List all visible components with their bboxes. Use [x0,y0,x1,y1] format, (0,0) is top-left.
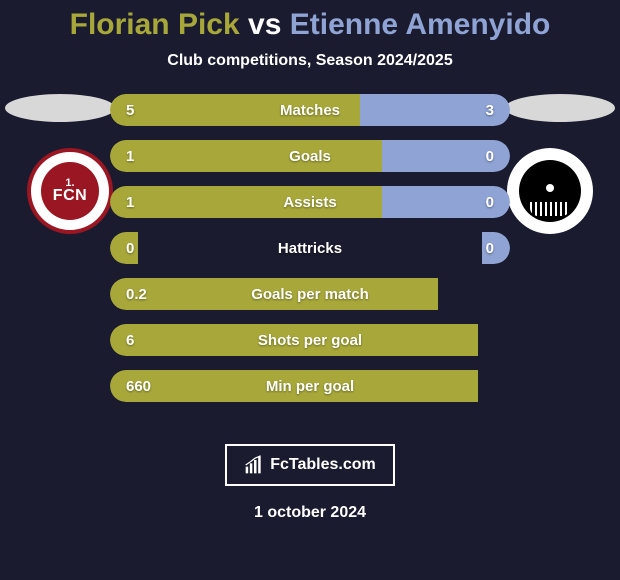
stat-row: 660Min per goal [110,370,510,402]
eagle-logo-icon [519,160,581,222]
brand-badge: FcTables.com [225,444,395,486]
comparison-panel: 1. FCN 5Matches31Goals01Assists00Hattric… [0,94,620,424]
fcn-logo-icon: 1. FCN [41,162,99,220]
stat-label: Hattricks [174,240,446,257]
stat-value-left: 0 [110,240,174,257]
stat-label: Matches [174,102,446,119]
chart-icon [244,455,264,475]
stat-row: 1Goals0 [110,140,510,172]
stat-value-left: 0.2 [110,286,174,303]
player-left-name: Florian Pick [70,8,240,41]
stat-rows: 5Matches31Goals01Assists00Hattricks00.2G… [110,94,510,416]
player-left-shadow [5,94,115,122]
stat-row: 0.2Goals per match [110,278,510,310]
stat-value-right: 0 [446,148,510,165]
stat-value-left: 660 [110,378,174,395]
stat-label: Goals per match [174,286,446,303]
footer-date: 1 october 2024 [0,504,620,522]
stat-row: 0Hattricks0 [110,232,510,264]
player-right-name: Etienne Amenyido [290,8,551,41]
stat-value-left: 6 [110,332,174,349]
stat-label: Min per goal [174,378,446,395]
stat-row: 6Shots per goal [110,324,510,356]
stat-label: Shots per goal [174,332,446,349]
club-badge-right [507,148,593,234]
stat-row: 5Matches3 [110,94,510,126]
stat-label: Goals [174,148,446,165]
page-title: Florian Pick vs Etienne Amenyido [0,0,620,42]
season-subtitle: Club competitions, Season 2024/2025 [0,52,620,70]
club-badge-left: 1. FCN [27,148,113,234]
stat-row: 1Assists0 [110,186,510,218]
stat-value-left: 5 [110,102,174,119]
stat-label: Assists [174,194,446,211]
stat-value-left: 1 [110,148,174,165]
vs-label: vs [248,8,281,41]
stat-value-right: 3 [446,102,510,119]
brand-label: FcTables.com [270,456,376,474]
player-right-shadow [505,94,615,122]
stat-value-right: 0 [446,194,510,211]
stat-value-left: 1 [110,194,174,211]
stat-value-right: 0 [446,240,510,257]
